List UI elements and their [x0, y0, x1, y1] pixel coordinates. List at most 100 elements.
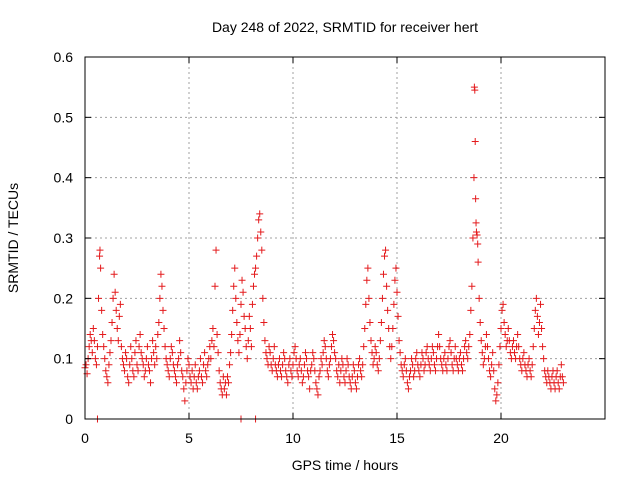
data-point — [151, 361, 159, 369]
data-point — [133, 361, 141, 369]
data-point — [469, 234, 477, 242]
data-point — [202, 367, 210, 375]
data-point — [391, 276, 399, 284]
data-point — [490, 367, 498, 375]
data-point — [553, 367, 561, 375]
data-point — [166, 355, 174, 363]
data-point — [161, 343, 169, 351]
data-point — [101, 355, 109, 363]
data-point — [528, 361, 536, 369]
data-point — [105, 361, 113, 369]
data-point — [215, 367, 223, 375]
data-point — [300, 361, 308, 369]
tick-labels: 0 5 10 15 20 0 0.1 0.2 0.3 0.4 0.5 0.6 — [54, 49, 509, 446]
data-point — [220, 385, 228, 393]
data-point — [376, 337, 384, 345]
data-point — [249, 282, 257, 290]
data-point — [124, 373, 132, 381]
data-point — [167, 343, 175, 351]
data-point — [374, 367, 382, 375]
data-point — [447, 349, 455, 357]
data-point — [254, 234, 262, 242]
data-point — [429, 349, 437, 357]
data-point — [173, 379, 181, 387]
data-point — [463, 349, 471, 357]
data-point — [203, 373, 211, 381]
data-point — [332, 355, 340, 363]
x-tick-label: 20 — [493, 430, 509, 446]
data-point — [255, 216, 263, 224]
data-point — [324, 373, 332, 381]
data-point — [462, 337, 470, 345]
data-point — [479, 361, 487, 369]
data-points — [81, 83, 567, 423]
data-point — [298, 379, 306, 387]
data-point — [128, 355, 136, 363]
data-point — [313, 385, 321, 393]
data-point — [501, 331, 509, 339]
data-point — [208, 337, 216, 345]
data-point — [430, 361, 438, 369]
data-point — [478, 349, 486, 357]
data-point — [97, 264, 105, 272]
y-tick-label: 0.6 — [54, 49, 74, 65]
data-point — [477, 337, 485, 345]
y-tick-label: 0 — [65, 411, 73, 427]
y-tick-label: 0.2 — [54, 290, 74, 306]
data-point — [410, 373, 418, 381]
data-point — [502, 343, 510, 351]
data-point — [500, 318, 508, 326]
data-point — [102, 367, 110, 375]
data-point — [99, 331, 107, 339]
data-point — [257, 228, 265, 236]
data-point — [371, 343, 379, 351]
data-point — [308, 361, 316, 369]
data-point — [314, 391, 322, 399]
data-point — [403, 379, 411, 387]
data-point — [319, 349, 327, 357]
data-point — [312, 379, 320, 387]
data-point — [540, 355, 548, 363]
data-point — [377, 318, 385, 326]
data-point — [234, 337, 242, 345]
axis-ticks — [84, 56, 605, 420]
data-point — [245, 312, 253, 320]
data-point — [529, 343, 537, 351]
y-tick-label: 0.4 — [54, 170, 74, 186]
data-point — [243, 355, 251, 363]
data-point — [204, 361, 212, 369]
data-point — [153, 355, 161, 363]
data-point — [222, 391, 230, 399]
data-point — [494, 379, 502, 387]
data-point — [482, 331, 490, 339]
data-point — [334, 373, 342, 381]
data-point — [192, 379, 200, 387]
data-point — [143, 343, 151, 351]
data-point — [471, 137, 479, 145]
data-point — [400, 361, 408, 369]
data-point — [284, 379, 292, 387]
data-point — [112, 306, 120, 314]
data-point — [85, 343, 93, 351]
data-point — [239, 288, 247, 296]
data-point — [367, 337, 375, 345]
data-point — [389, 325, 397, 332]
data-point — [237, 300, 245, 308]
data-point — [193, 385, 201, 393]
data-point — [121, 367, 129, 375]
data-point — [475, 294, 483, 302]
data-point — [384, 306, 392, 314]
data-point — [236, 331, 244, 339]
data-point — [227, 349, 235, 357]
data-point — [168, 349, 176, 357]
data-point — [213, 331, 221, 339]
data-point — [446, 337, 454, 345]
data-point — [140, 373, 148, 381]
data-point — [90, 337, 98, 345]
data-point — [363, 276, 371, 284]
data-point — [443, 367, 451, 375]
data-point — [362, 300, 370, 308]
data-point — [188, 367, 196, 375]
data-point — [381, 252, 389, 260]
